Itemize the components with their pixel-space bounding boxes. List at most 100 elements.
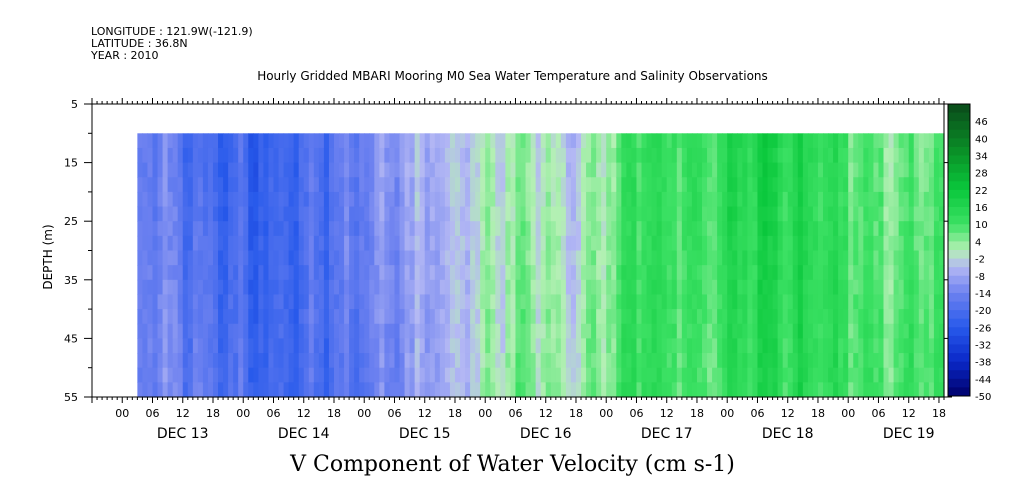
heatmap-cell [727,235,733,252]
heatmap-cell [802,279,809,296]
heatmap-cell [434,323,441,339]
heatmap-cell [802,191,809,208]
heatmap-cell [253,323,259,339]
heatmap-cell [152,206,159,222]
heatmap-cell [676,338,683,354]
heatmap-cell [283,382,290,398]
heatmap-cell [323,265,330,281]
heatmap-cell [374,265,380,281]
heatmap-cell [575,353,582,369]
heatmap-cell [404,367,411,383]
heatmap-cell [172,323,179,339]
heatmap-cell [848,367,854,383]
heatmap-cell [202,382,209,398]
heatmap-cell [202,221,209,237]
heatmap-cell [212,338,219,354]
heatmap-cell [434,191,441,208]
heatmap-cell [500,309,506,325]
heatmap-cell [278,221,285,237]
heatmap-cell [490,206,496,222]
heatmap-cell [218,382,224,398]
heatmap-cell [238,323,244,339]
heatmap-cell [712,221,718,237]
heatmap-cell [197,206,204,222]
heatmap-cell [596,265,602,281]
heatmap-cell [873,265,880,281]
heatmap-cell [434,147,441,164]
heatmap-cell [429,206,436,222]
heatmap-cell [817,323,824,339]
heatmap-cell [938,206,945,222]
heatmap-cell [429,279,436,296]
heatmap-cell [863,250,869,266]
heatmap-cell [737,206,743,222]
heatmap-cell [293,147,300,164]
heatmap-cell [570,177,577,193]
heatmap-cell [570,309,577,325]
heatmap-cell [298,206,305,222]
heatmap-cell [404,162,411,178]
heatmap-cell [384,323,391,339]
heatmap-cell [323,177,330,193]
heatmap-cell [621,191,627,208]
heatmap-cell [812,382,819,398]
heatmap-cell [787,279,794,296]
heatmap-cell [339,147,345,164]
heatmap-cell [500,367,506,383]
heatmap-cell [923,221,930,237]
heatmap-cell [823,147,829,164]
heatmap-cell [797,367,804,383]
heatmap-cell [797,338,804,354]
heatmap-cell [782,191,789,208]
heatmap-cell [369,206,375,222]
heatmap-cell [807,221,814,237]
heatmap-cell [586,133,592,149]
heatmap-cell [429,323,436,339]
heatmap-cell [611,191,617,208]
heatmap-cell [722,235,728,252]
heatmap-cell [182,367,189,383]
heatmap-cell [233,338,239,354]
heatmap-cell [142,235,149,252]
heatmap-cell [918,353,925,369]
heatmap-cell [878,221,885,237]
heatmap-cell [873,279,880,296]
heatmap-cell [621,338,627,354]
heatmap-cell [863,177,869,193]
heatmap-cell [777,353,784,369]
heatmap-cell [671,279,678,296]
heatmap-cell [747,177,754,193]
heatmap-cell [359,177,365,193]
heatmap-cell [535,353,542,369]
heatmap-cell [933,250,940,266]
heatmap-cell [394,221,401,237]
heatmap-cell [883,367,890,383]
heatmap-cell [404,338,411,354]
heatmap-cell [817,177,824,193]
heatmap-cell [223,191,229,208]
heatmap-cell [712,338,718,354]
heatmap-cell [858,367,864,383]
heatmap-cell [182,221,189,237]
heatmap-cell [142,177,149,193]
colorbar-swatch [948,198,970,208]
heatmap-cell [560,162,567,178]
heatmap-cell [772,221,779,237]
heatmap-cell [797,294,804,310]
heatmap-cell [656,294,663,310]
heatmap-cell [439,294,446,310]
heatmap-cell [374,133,380,149]
heatmap-cell [848,206,854,222]
heatmap-cell [560,221,567,237]
heatmap-cell [863,265,869,281]
heatmap-cell [283,265,290,281]
heatmap-cell [197,191,204,208]
x-day-label: DEC 14 [278,426,330,442]
heatmap-cell [399,323,406,339]
heatmap-cell [626,191,633,208]
heatmap-cell [263,250,270,266]
heatmap-cell [616,191,622,208]
heatmap-cell [812,162,819,178]
heatmap-cell [434,177,441,193]
